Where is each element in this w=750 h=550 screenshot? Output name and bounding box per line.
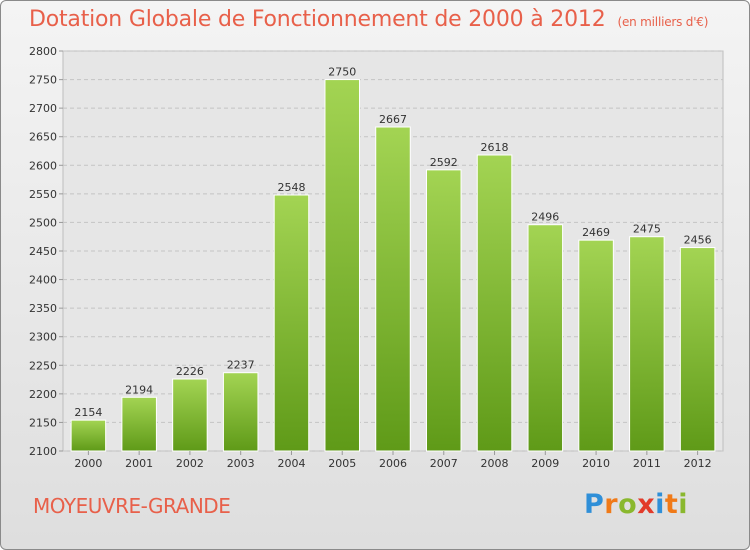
y-tick-label: 2100 [29,445,57,458]
bar-2004 [273,194,310,452]
bar-2002 [172,378,208,452]
data-label: 2618 [481,141,509,154]
x-tick-label: 2003 [227,457,255,470]
data-label: 2226 [176,365,204,378]
data-label: 2237 [227,359,255,372]
y-tick-label: 2350 [29,302,57,315]
data-label: 2475 [633,223,661,236]
bar-2003 [222,372,259,452]
y-tick-label: 2400 [29,274,57,287]
y-tick-label: 2600 [29,159,57,172]
data-label: 2750 [328,66,356,79]
x-tick-label: 2000 [74,457,102,470]
x-tick-label: 2005 [328,457,356,470]
logo-letter: i [678,489,689,520]
logo-letter: t [664,489,679,520]
x-tick-label: 2009 [531,457,559,470]
y-tick-label: 2750 [29,74,57,87]
y-tick-label: 2150 [29,416,57,429]
data-label: 2154 [74,406,102,419]
data-label: 2496 [531,211,559,224]
y-tick-label: 2300 [29,331,57,344]
city-name: MOYEUVRE-GRANDE [33,494,231,518]
x-tick-label: 2006 [379,457,407,470]
bar-2001 [121,396,157,452]
y-tick-label: 2650 [29,131,57,144]
bar-2012 [679,247,716,452]
x-tick-label: 2004 [277,457,305,470]
bar-2005 [324,79,360,452]
data-label: 2469 [582,226,610,239]
y-tick-label: 2200 [29,388,57,401]
chart-subtitle: (en milliers d'€) [617,15,709,29]
bar-2011 [629,236,665,452]
proxiti-logo: Proxiti [584,489,688,520]
logo-letter: i [655,489,665,520]
data-label: 2194 [125,383,153,396]
x-tick-label: 2002 [176,457,204,470]
x-tick-label: 2007 [430,457,458,470]
x-tick-label: 2008 [481,457,509,470]
data-label: 2592 [430,156,458,169]
bars: 2154 2194 2226 2237 2548 2750 2667 2592 2618 2496… [70,66,716,452]
bar-2008 [476,154,513,452]
x-axis: 2000 2001 2002 2003 2004 2005 2006 2007 2008 2009… [74,451,712,470]
y-tick-label: 2250 [29,359,57,372]
y-axis: 2100 2150 2200 2250 2300 2350 2400 2450 2500 2550… [29,45,63,458]
logo-letter: P [584,489,605,520]
bar-2010 [578,239,614,452]
logo-letter: r [604,489,619,520]
data-label: 2548 [277,181,305,194]
y-tick-label: 2500 [29,216,57,229]
logo-letter: x [637,489,656,520]
x-tick-label: 2012 [684,457,712,470]
x-tick-label: 2010 [582,457,610,470]
bar-2007 [426,169,462,452]
y-tick-label: 2800 [29,45,57,58]
logo-letter: o [618,489,638,520]
bar-2000 [70,419,107,452]
y-tick-label: 2700 [29,102,57,115]
x-tick-label: 2001 [125,457,153,470]
chart-title-text: Dotation Globale de Fonctionnement de 20… [29,7,606,32]
bar-2009 [527,224,564,452]
data-label: 2456 [684,234,712,247]
chart-title: Dotation Globale de Fonctionnement de 20… [29,7,708,32]
y-tick-label: 2450 [29,245,57,258]
bar-2006 [375,126,411,452]
y-tick-label: 2550 [29,188,57,201]
x-tick-label: 2011 [633,457,661,470]
data-label: 2667 [379,113,407,126]
